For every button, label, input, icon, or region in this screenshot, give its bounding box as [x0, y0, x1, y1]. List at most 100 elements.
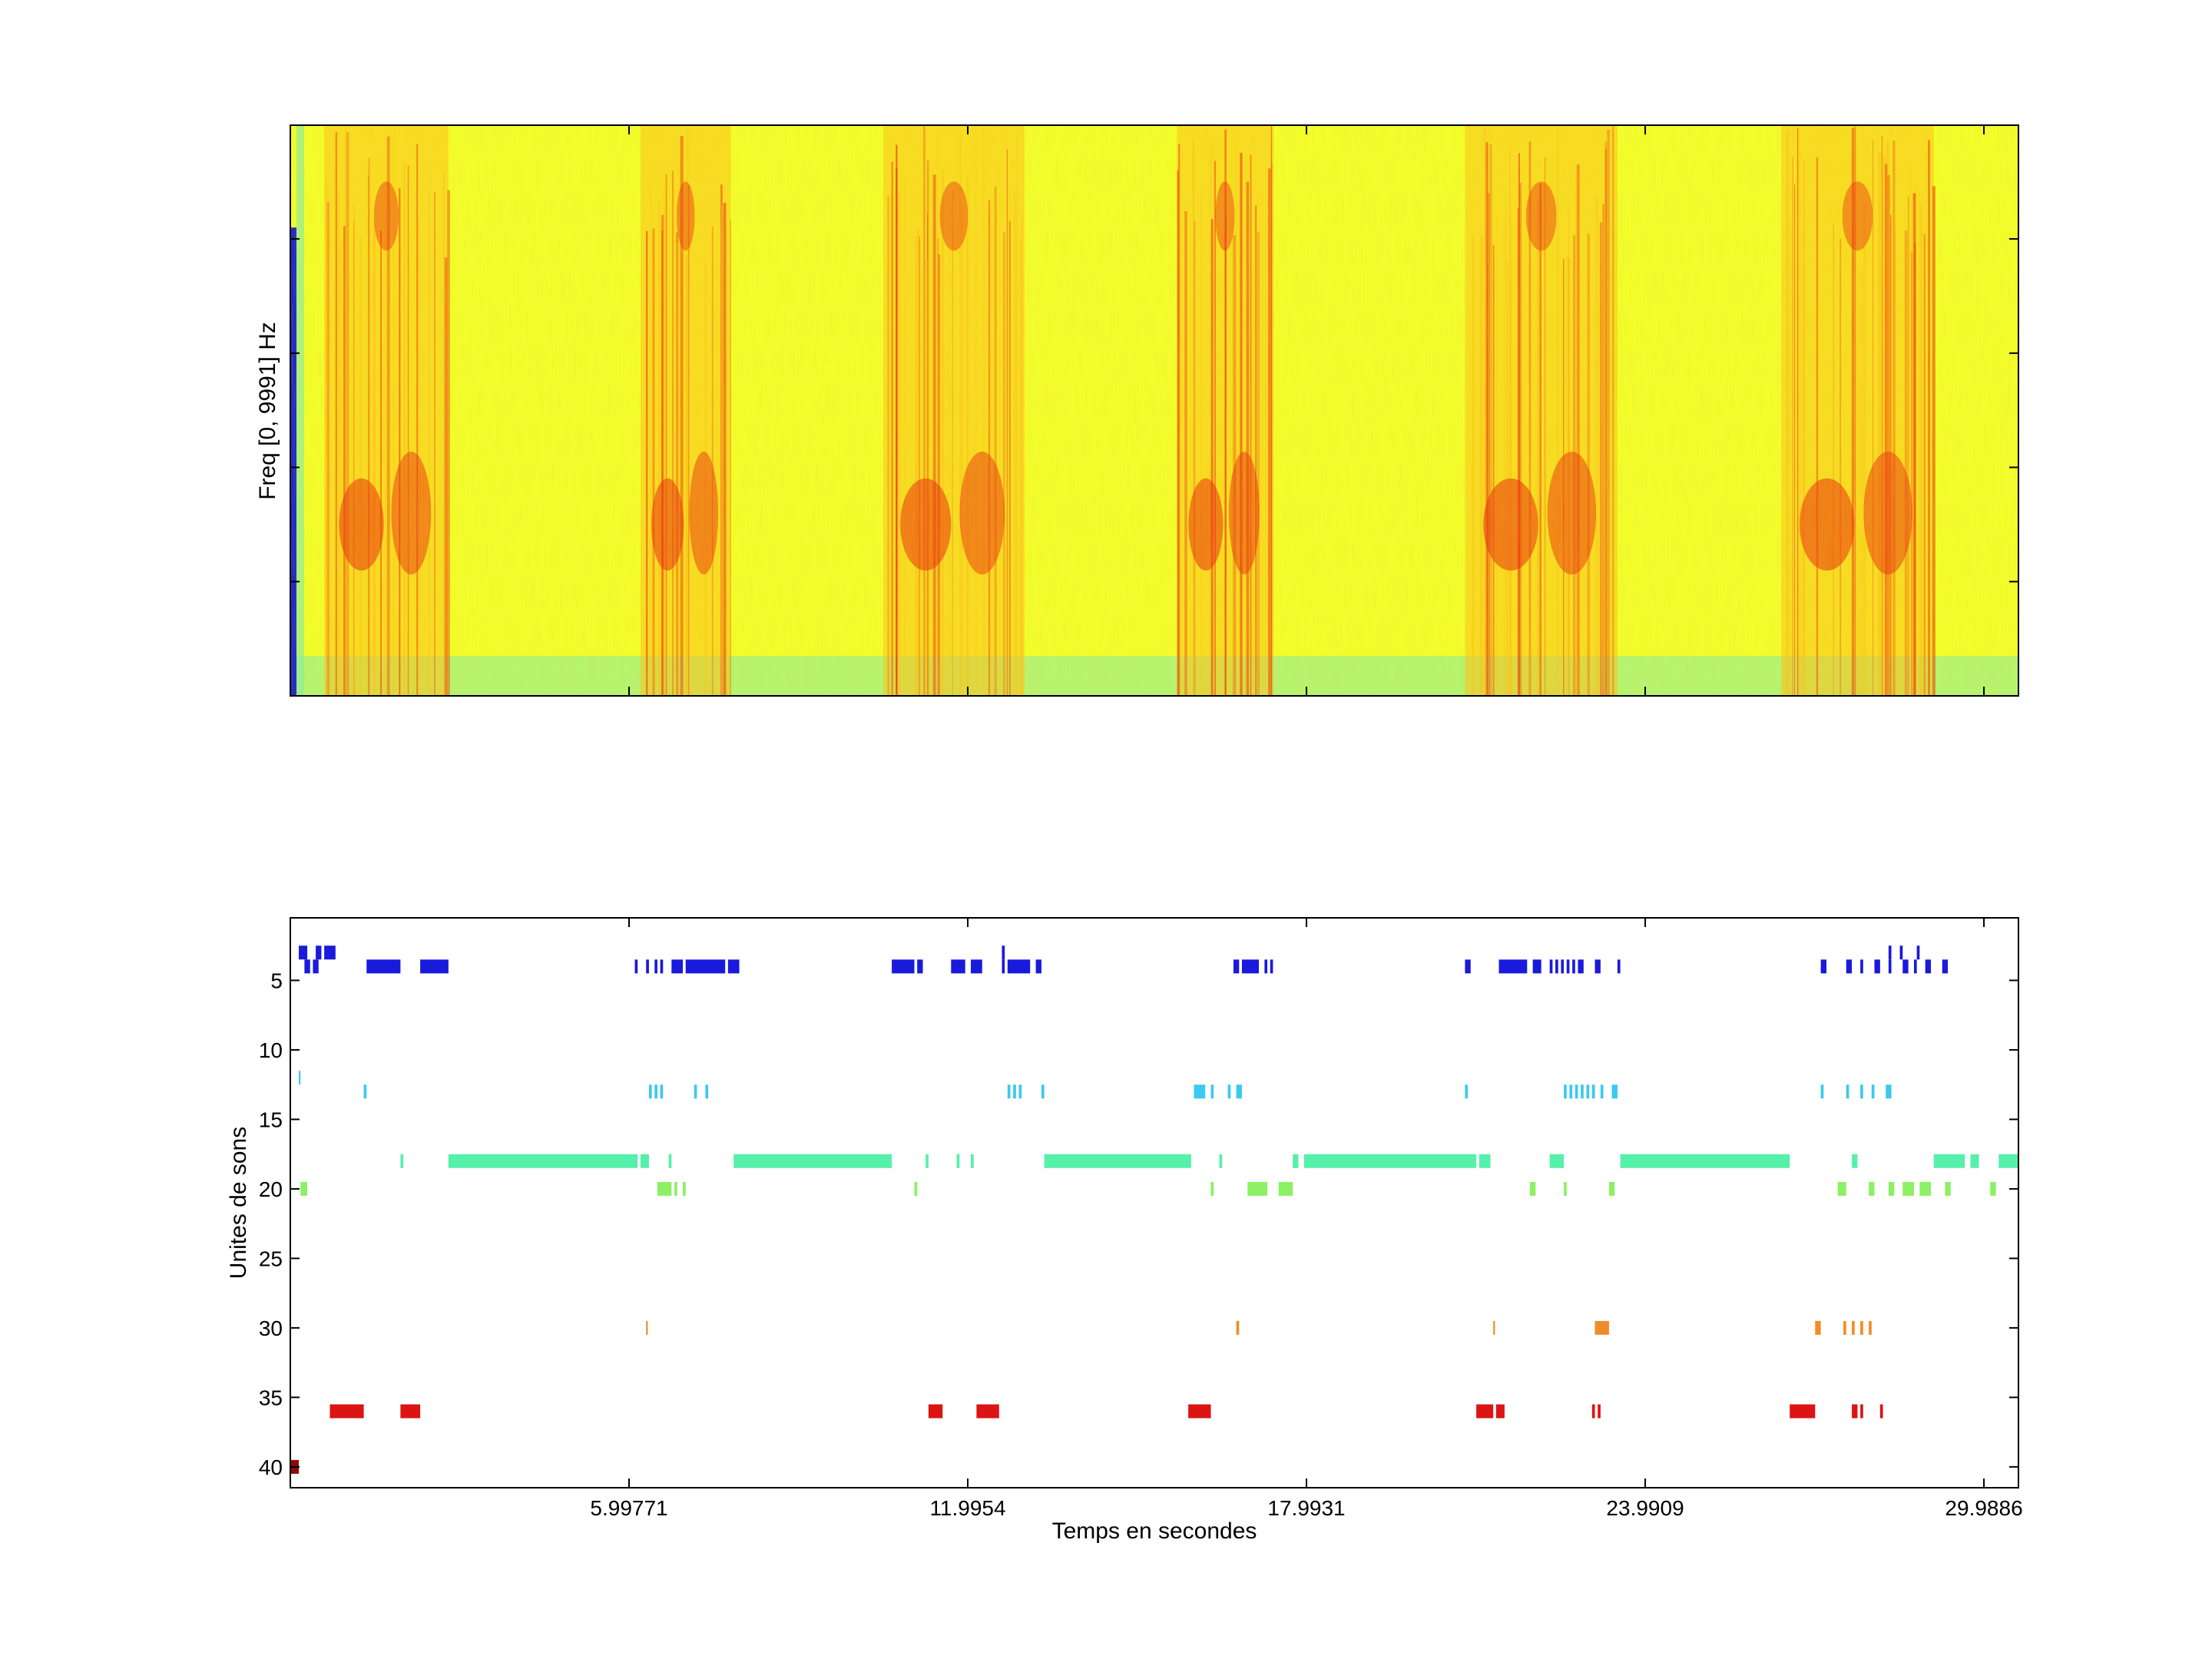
units-ytick-label: 25 [259, 1247, 283, 1270]
unit-mark [1549, 959, 1553, 974]
unit-mark [1888, 945, 1892, 960]
unit-series [400, 1154, 2018, 1168]
unit-mark [683, 1181, 686, 1196]
unit-mark [1852, 1404, 1858, 1419]
unit-mark [685, 959, 726, 974]
unit-mark [1532, 959, 1541, 974]
unit-mark [1869, 1181, 1875, 1196]
unit-mark [1465, 1084, 1469, 1099]
unit-mark [299, 945, 308, 960]
unit-mark [1002, 959, 1005, 974]
unit-mark [1188, 1404, 1211, 1419]
spectrogram-ticks [290, 125, 2018, 696]
unit-mark [1846, 959, 1853, 974]
unit-mark [1041, 1084, 1045, 1099]
unit-mark [324, 945, 336, 960]
units-ylabel: Unites de sons [226, 1127, 251, 1279]
unit-mark [1293, 1154, 1299, 1168]
units-xtick-label: 23.9909 [1606, 1496, 1684, 1520]
units-background [290, 918, 2018, 1488]
unit-mark [1575, 1084, 1578, 1099]
unit-mark [1888, 1181, 1895, 1196]
unit-mark [1586, 1084, 1590, 1099]
unit-mark [420, 959, 449, 974]
units-ytick-label: 5 [270, 969, 283, 992]
unit-mark [1852, 1154, 1858, 1168]
unit-mark [648, 1084, 652, 1099]
unit-mark [1233, 959, 1240, 974]
unit-series [299, 945, 1920, 960]
unit-mark [1564, 1084, 1567, 1099]
unit-mark [1942, 959, 1949, 974]
unit-series [363, 1084, 1892, 1099]
unit-mark [448, 1154, 638, 1168]
unit-mark [1611, 1084, 1618, 1099]
unit-mark [1790, 1404, 1816, 1419]
unit-mark [299, 1071, 301, 1085]
unit-mark [1035, 959, 1041, 974]
unit-mark [304, 959, 310, 974]
unit-mark [1236, 1084, 1242, 1099]
unit-mark [917, 959, 923, 974]
unit-mark [363, 1084, 367, 1099]
unit-mark [1236, 1320, 1240, 1335]
unit-mark [1598, 1404, 1601, 1419]
unit-mark [634, 959, 638, 974]
unit-mark [892, 959, 915, 974]
unit-series [299, 1071, 301, 1085]
units-xtick-label: 11.9954 [929, 1496, 1005, 1520]
unit-mark [1572, 959, 1575, 974]
unit-series [300, 1181, 1996, 1196]
unit-mark [1578, 959, 1584, 974]
units-frame [290, 917, 2019, 1488]
unit-mark [1241, 959, 1260, 974]
unit-mark [1852, 1320, 1855, 1335]
unit-mark [1270, 959, 1273, 974]
unit-mark [1495, 1404, 1505, 1419]
unit-mark [654, 1084, 657, 1099]
unit-mark [976, 1404, 999, 1419]
unit-mark [671, 959, 684, 974]
spectrogram-panel: Freq [0, 9991] Hz [255, 124, 2019, 697]
unit-mark [1498, 959, 1528, 974]
unit-mark [926, 1154, 929, 1168]
unit-mark [1933, 1154, 1965, 1168]
unit-mark [1919, 1181, 1932, 1196]
unit-mark [1479, 1154, 1491, 1168]
unit-mark [1007, 959, 1031, 974]
unit-mark [733, 1154, 892, 1168]
unit-mark [1820, 1084, 1824, 1099]
unit-mark [1837, 1181, 1846, 1196]
units-xlabel: Temps en secondes [1052, 1518, 1257, 1544]
unit-mark [300, 1181, 308, 1196]
unit-mark [1564, 1181, 1567, 1196]
unit-mark [694, 1084, 697, 1099]
spectrogram-ylabel: Freq [0, 9991] Hz [255, 322, 280, 500]
unit-mark [1194, 1084, 1206, 1099]
units-ytick-label: 35 [259, 1386, 283, 1409]
unit-mark [316, 945, 322, 960]
unit-mark [1902, 959, 1909, 974]
unit-mark [657, 1181, 672, 1196]
unit-mark [674, 1181, 677, 1196]
unit-mark [1591, 1084, 1595, 1099]
unit-mark [1493, 1320, 1495, 1335]
unit-mark [1815, 1320, 1821, 1335]
unit-mark [956, 1154, 960, 1168]
spectrogram-frame [290, 124, 2019, 697]
unit-series [646, 1320, 1872, 1335]
unit-mark [1990, 1181, 1996, 1196]
unit-mark [971, 959, 982, 974]
unit-mark [914, 1181, 918, 1196]
unit-mark [660, 959, 664, 974]
unit-mark [1970, 1154, 1979, 1168]
unit-mark [1247, 1181, 1268, 1196]
unit-mark [1549, 1154, 1565, 1168]
unit-mark [1569, 1084, 1573, 1099]
unit-mark [1608, 1181, 1615, 1196]
unit-mark [1913, 959, 1917, 974]
unit-mark [1860, 1404, 1863, 1419]
units-ytick-label: 10 [259, 1038, 283, 1062]
unit-mark [400, 1404, 421, 1419]
unit-mark [646, 959, 649, 974]
